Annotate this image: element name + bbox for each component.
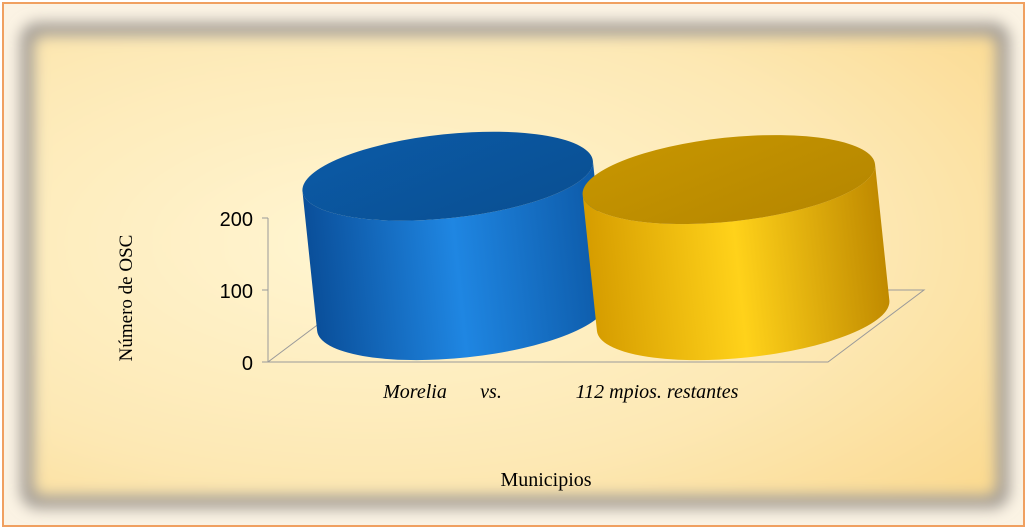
x-axis-title: Municipios: [500, 469, 591, 491]
x-category-label-morelia: Morelia: [382, 381, 447, 403]
y-tick-label-2: 200: [220, 209, 253, 231]
y-ticks: 0 100 200: [220, 209, 268, 375]
bar-1-top: [582, 135, 876, 225]
bar-0: [302, 131, 608, 361]
bar-1: [582, 135, 890, 361]
bar-1-side: [582, 164, 890, 361]
bar-0-top: [302, 131, 593, 221]
bar-0-side: [302, 160, 608, 361]
x-category-separator: vs.: [480, 381, 502, 403]
y-tick-label-1: 100: [220, 281, 253, 303]
y-tick-label-0: 0: [242, 353, 253, 375]
y-axis-title: Número de OSC: [116, 235, 137, 362]
bars: [302, 131, 890, 361]
x-category-label-restantes: 112 mpios. restantes: [576, 381, 739, 403]
